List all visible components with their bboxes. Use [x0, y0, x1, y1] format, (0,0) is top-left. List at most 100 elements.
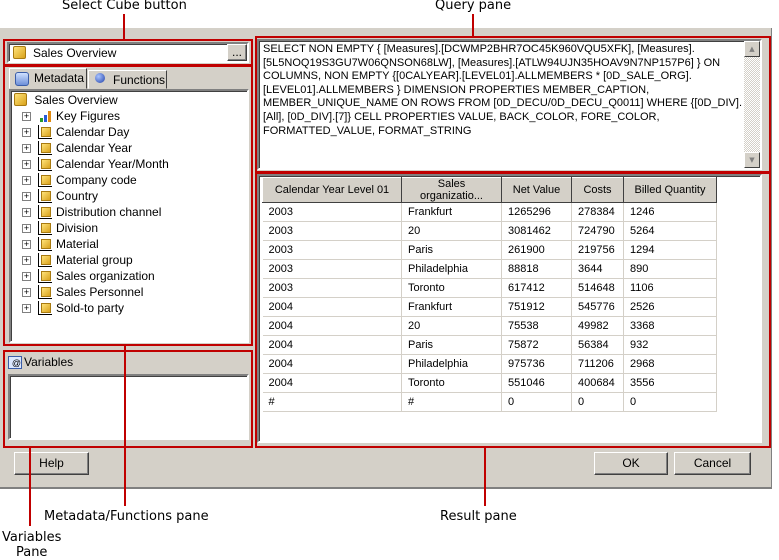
table-cell[interactable]: 545776	[571, 297, 624, 317]
table-cell[interactable]: 2003	[262, 202, 402, 222]
table-cell[interactable]: 2968	[623, 354, 717, 374]
table-cell[interactable]: 2004	[262, 297, 402, 317]
expand-icon[interactable]: +	[22, 159, 31, 169]
tab-functions[interactable]: Functions	[88, 70, 167, 89]
tree-item[interactable]: + Material	[22, 236, 99, 252]
table-cell[interactable]: 890	[623, 259, 717, 279]
table-cell[interactable]: 3644	[571, 259, 624, 279]
scroll-down-icon[interactable]: ▼	[744, 152, 760, 168]
expand-icon[interactable]: +	[22, 239, 31, 249]
table-cell[interactable]: 261900	[501, 240, 572, 260]
table-cell[interactable]: 5264	[623, 221, 717, 241]
expand-icon[interactable]: +	[22, 191, 31, 201]
table-cell[interactable]: 551046	[501, 373, 572, 393]
table-cell[interactable]: 932	[623, 335, 717, 355]
tree-item[interactable]: + Country	[22, 188, 98, 204]
select-cube-button[interactable]: ...	[227, 44, 247, 61]
table-cell[interactable]: Paris	[401, 335, 502, 355]
table-cell[interactable]: 2003	[262, 240, 402, 260]
tree-item[interactable]: + Calendar Year/Month	[22, 156, 169, 172]
expand-icon[interactable]: +	[22, 143, 31, 153]
tree-item[interactable]: + Sold-to party	[22, 300, 124, 316]
table-cell[interactable]: #	[262, 392, 402, 412]
query-scrollbar[interactable]: ▲ ▼	[744, 41, 760, 168]
table-cell[interactable]: 75872	[501, 335, 572, 355]
expand-icon[interactable]: +	[22, 271, 31, 281]
table-cell[interactable]: 751912	[501, 297, 572, 317]
help-button[interactable]: Help	[14, 452, 89, 475]
expand-icon[interactable]: +	[22, 255, 31, 265]
table-cell[interactable]: 2003	[262, 221, 402, 241]
expand-icon[interactable]: +	[22, 175, 31, 185]
table-cell[interactable]: 3556	[623, 373, 717, 393]
table-cell[interactable]: 1106	[623, 278, 717, 298]
table-cell[interactable]: 278384	[571, 202, 624, 222]
tree-item[interactable]: + Division	[22, 220, 98, 236]
cube-selector[interactable]: Sales Overview ...	[7, 42, 249, 63]
tab-metadata[interactable]: Metadata	[9, 68, 87, 89]
ok-button[interactable]: OK	[594, 452, 668, 475]
table-cell[interactable]: 975736	[501, 354, 572, 374]
table-cell[interactable]: Toronto	[401, 278, 502, 298]
table-cell[interactable]: 2004	[262, 373, 402, 393]
tree-item[interactable]: + Calendar Year	[22, 140, 132, 156]
table-cell[interactable]: 400684	[571, 373, 624, 393]
result-pane-highlight	[255, 172, 771, 448]
tree-item[interactable]: + Distribution channel	[22, 204, 161, 220]
expand-icon[interactable]: +	[22, 287, 31, 297]
tree-item[interactable]: + Sales organization	[22, 268, 155, 284]
table-cell[interactable]: 711206	[571, 354, 624, 374]
table-cell[interactable]: 1294	[623, 240, 717, 260]
tree-item[interactable]: + Sales Personnel	[22, 284, 143, 300]
table-cell[interactable]: Frankfurt	[401, 297, 502, 317]
table-cell[interactable]: 3368	[623, 316, 717, 336]
tree-item[interactable]: + Material group	[22, 252, 133, 268]
table-cell[interactable]: #	[401, 392, 502, 412]
table-cell[interactable]: Toronto	[401, 373, 502, 393]
table-cell[interactable]: 1246	[623, 202, 717, 222]
table-cell[interactable]: 2003	[262, 259, 402, 279]
expand-icon[interactable]: +	[22, 127, 31, 137]
table-cell[interactable]: 617412	[501, 278, 572, 298]
expand-icon[interactable]: +	[22, 111, 31, 121]
table-cell[interactable]: 75538	[501, 316, 572, 336]
table-cell[interactable]: Paris	[401, 240, 502, 260]
expand-icon[interactable]: +	[22, 207, 31, 217]
tree-root[interactable]: Sales Overview	[14, 92, 118, 108]
table-cell[interactable]: 49982	[571, 316, 624, 336]
table-cell[interactable]: Philadelphia	[401, 259, 502, 279]
table-cell[interactable]: 219756	[571, 240, 624, 260]
table-cell[interactable]: 20	[401, 221, 502, 241]
expand-icon[interactable]: +	[22, 303, 31, 313]
table-cell[interactable]: 2526	[623, 297, 717, 317]
table-cell[interactable]: 514648	[571, 278, 624, 298]
scroll-up-icon[interactable]: ▲	[744, 41, 760, 57]
table-cell[interactable]: 1265296	[501, 202, 572, 222]
column-header[interactable]: Billed Quantity	[623, 177, 717, 203]
table-cell[interactable]: 724790	[571, 221, 624, 241]
column-header[interactable]: Costs	[571, 177, 624, 203]
table-cell[interactable]: 2004	[262, 316, 402, 336]
table-cell[interactable]: Frankfurt	[401, 202, 502, 222]
table-cell[interactable]: 3081462	[501, 221, 572, 241]
table-cell[interactable]: 20	[401, 316, 502, 336]
tree-item[interactable]: + Calendar Day	[22, 124, 129, 140]
column-header[interactable]: Calendar Year Level 01	[262, 177, 402, 203]
table-cell[interactable]: 2003	[262, 278, 402, 298]
column-header[interactable]: Sales organizatio...	[401, 177, 502, 203]
table-cell[interactable]: 0	[623, 392, 717, 412]
table-cell[interactable]: 2004	[262, 354, 402, 374]
table-cell[interactable]: Philadelphia	[401, 354, 502, 374]
variables-list[interactable]	[8, 374, 249, 440]
table-cell[interactable]: 0	[501, 392, 572, 412]
tree-item[interactable]: + Company code	[22, 172, 137, 188]
column-header[interactable]: Net Value	[501, 177, 572, 203]
table-cell[interactable]: 88818	[501, 259, 572, 279]
table-cell[interactable]: 56384	[571, 335, 624, 355]
expand-icon[interactable]: +	[22, 223, 31, 233]
table-cell[interactable]: 0	[571, 392, 624, 412]
tree-item[interactable]: + Key Figures	[22, 108, 120, 124]
table-cell[interactable]: 2004	[262, 335, 402, 355]
cancel-button[interactable]: Cancel	[674, 452, 751, 475]
query-textarea[interactable]: SELECT NON EMPTY { [Measures].[DCWMP2BHR…	[257, 39, 762, 170]
